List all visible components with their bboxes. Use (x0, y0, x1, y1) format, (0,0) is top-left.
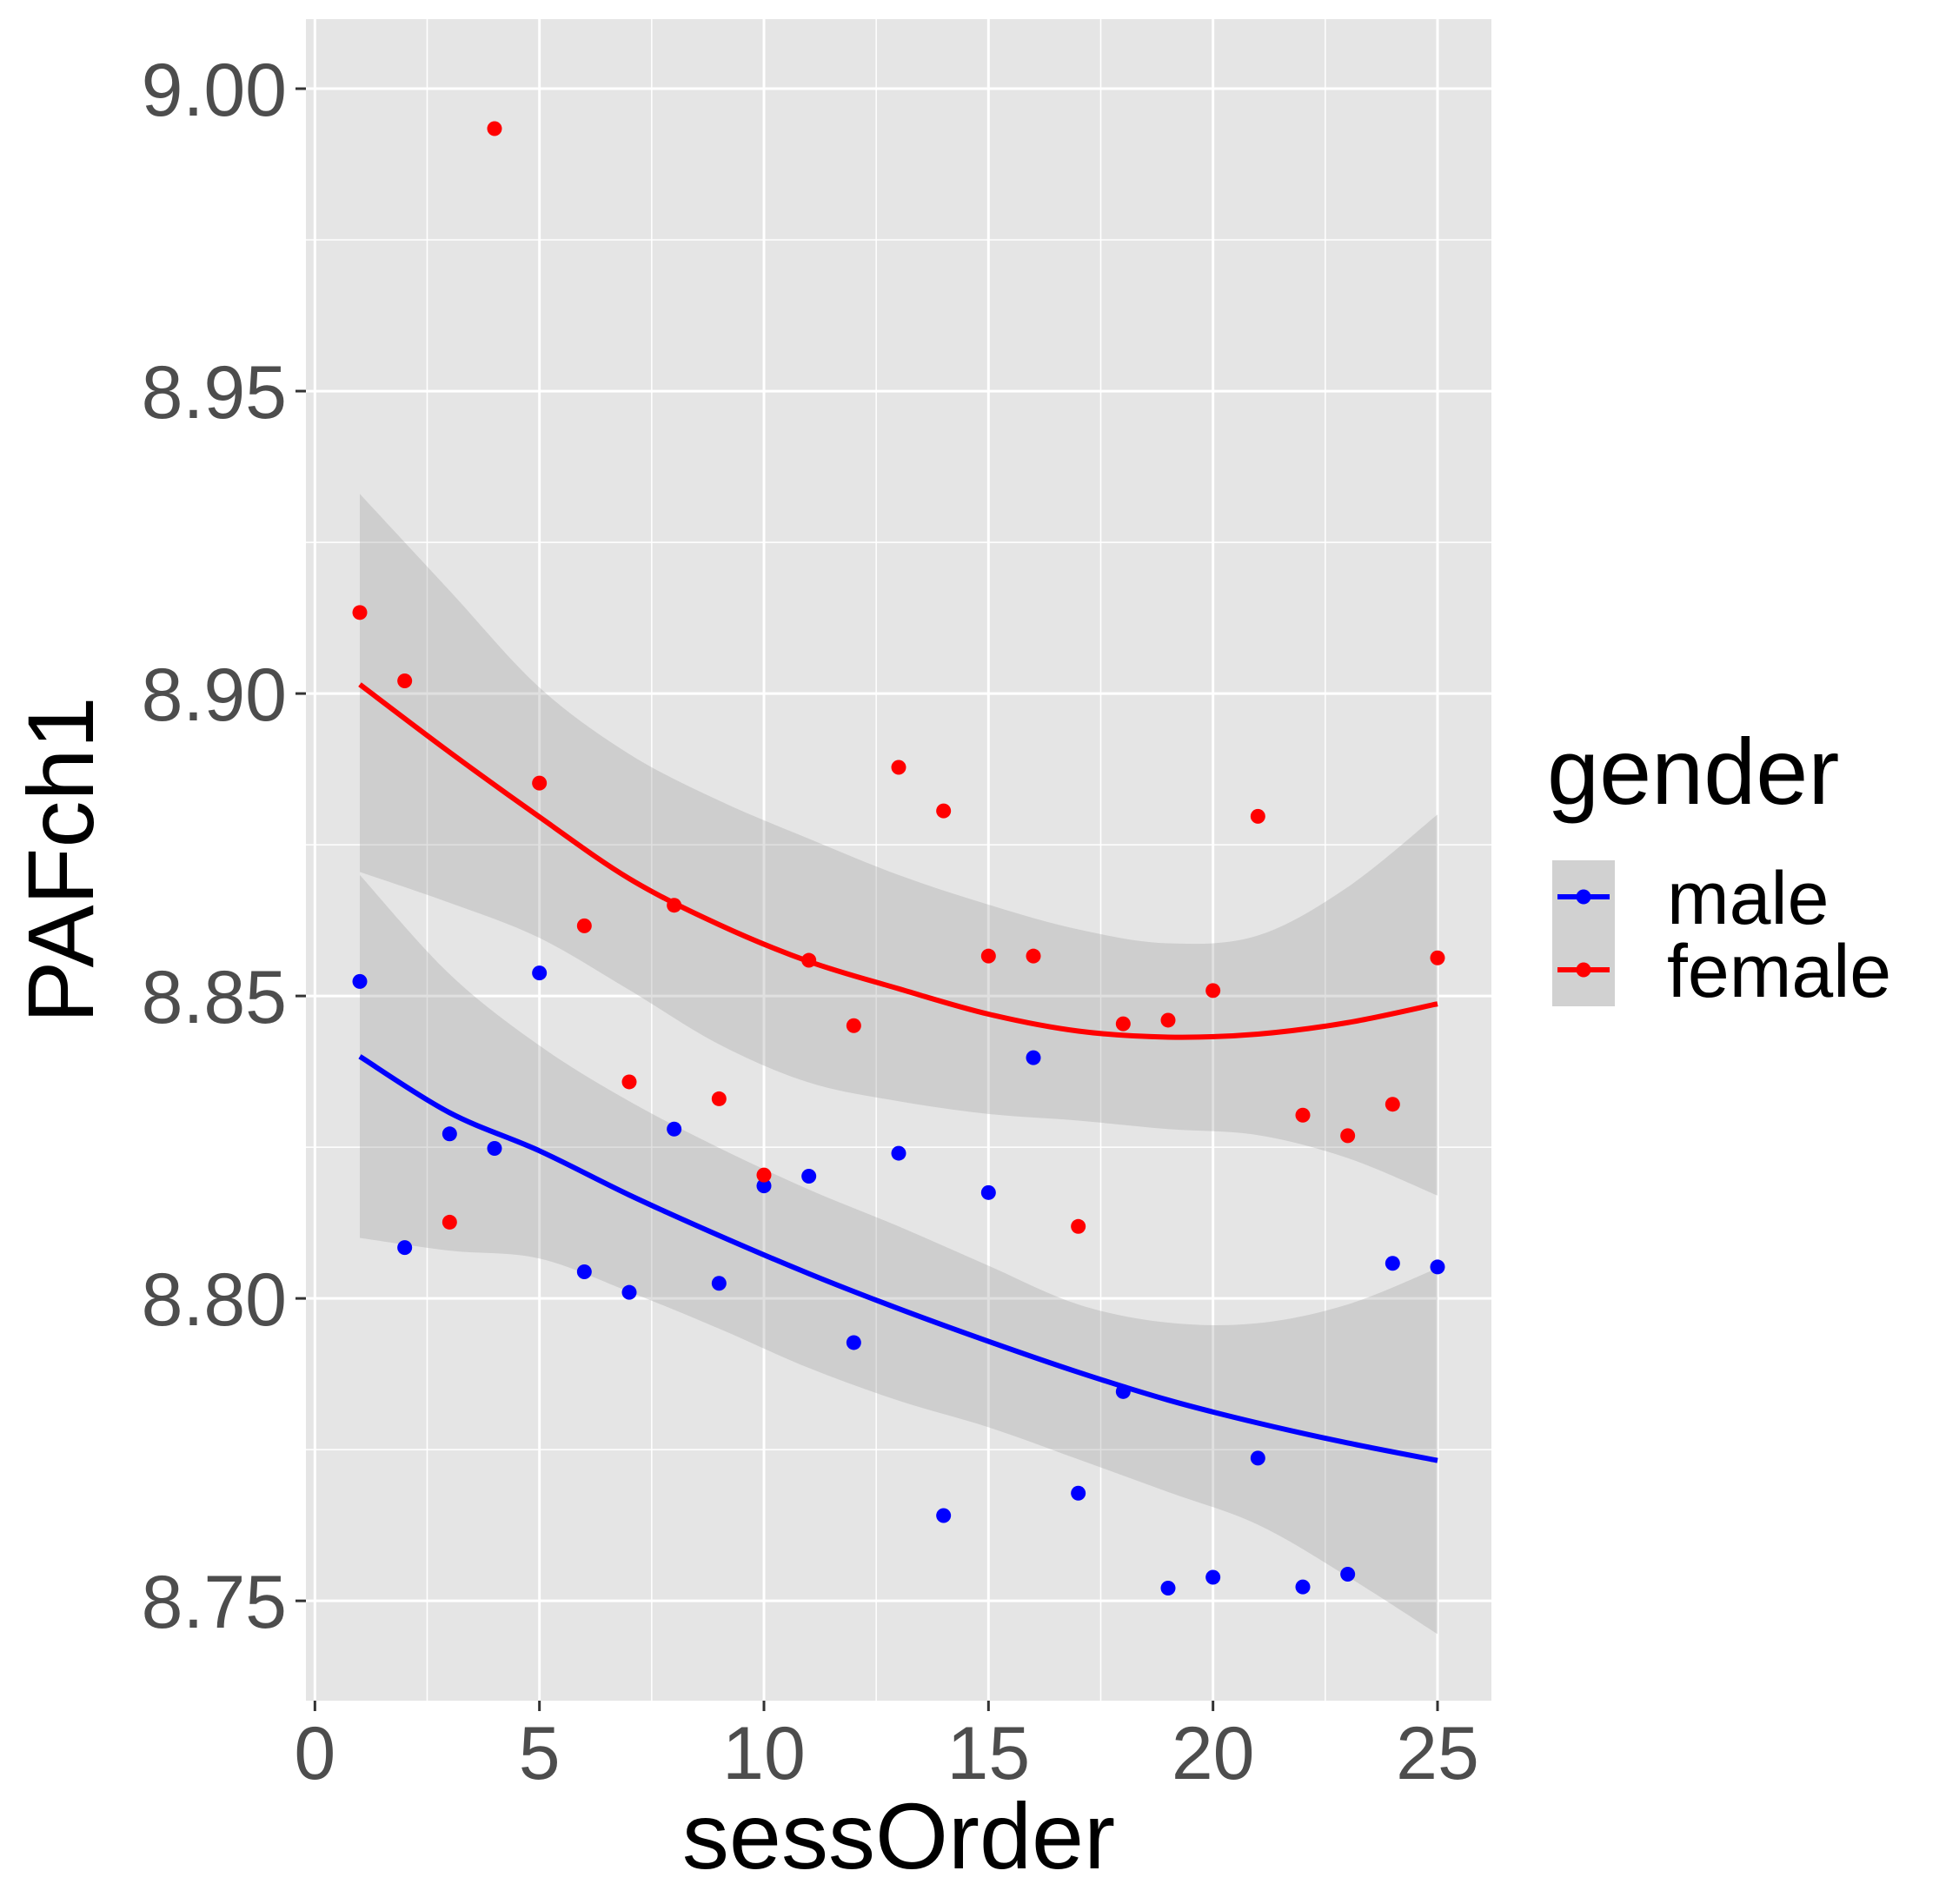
female-point (1430, 950, 1445, 965)
female-point (397, 673, 413, 688)
female-point (1340, 1128, 1356, 1144)
male-point (936, 1508, 952, 1523)
female-point (1385, 1097, 1400, 1112)
male-point (1071, 1485, 1086, 1501)
male-point (756, 1178, 772, 1194)
male-legend-dot (1576, 889, 1591, 905)
female-point (891, 760, 906, 775)
x-tick-label: 5 (519, 1712, 561, 1795)
y-axis-title: PAFch1 (8, 696, 113, 1023)
female-point (980, 948, 996, 964)
major-gridlines (306, 19, 1491, 1701)
female-point (1250, 808, 1265, 824)
x-tick-label: 15 (946, 1712, 1030, 1795)
x-tick-label: 20 (1172, 1712, 1255, 1795)
male-point (980, 1184, 996, 1200)
female-point (936, 803, 952, 819)
female-point (532, 775, 548, 791)
male-confidence-band (360, 874, 1438, 1635)
male-point (667, 1121, 682, 1137)
female-legend-dot (1576, 962, 1591, 978)
male-point (576, 1264, 592, 1280)
female-point (1160, 1012, 1176, 1028)
female-fit-line (358, 682, 1438, 1040)
female-point (1295, 1107, 1311, 1123)
male-point (1385, 1256, 1400, 1271)
female-point (756, 1167, 772, 1183)
male-point (846, 1335, 861, 1350)
male-point (801, 1169, 817, 1184)
plot-panel (306, 19, 1491, 1701)
male-point (1115, 1383, 1131, 1399)
male-point (532, 965, 548, 981)
x-tick-label: 10 (722, 1712, 806, 1795)
male-point (891, 1145, 906, 1161)
female-legend-label: female (1667, 930, 1891, 1013)
y-tick-label: 8.85 (142, 956, 287, 1039)
y-tick-label: 8.75 (142, 1561, 287, 1644)
male-point (621, 1284, 637, 1300)
male-legend-label: male (1667, 857, 1829, 940)
data-points (352, 121, 1445, 1596)
y-tick-label: 8.95 (142, 351, 287, 435)
male-point (711, 1276, 727, 1291)
female-point (442, 1214, 457, 1230)
fit-lines (358, 682, 1438, 1463)
female-point (846, 1018, 861, 1033)
female-point (487, 121, 502, 136)
male-point (1205, 1569, 1221, 1585)
male-point (1250, 1450, 1265, 1466)
y-tick-label: 9.00 (142, 49, 287, 132)
x-axis-title: sessOrder (682, 1783, 1115, 1888)
male-point (442, 1126, 457, 1142)
male-point (1340, 1567, 1356, 1582)
female-point (352, 605, 368, 620)
x-tick-label: 0 (294, 1712, 335, 1795)
male-fit-line (358, 1054, 1438, 1463)
male-point (1295, 1579, 1311, 1595)
female-point (801, 952, 817, 968)
y-tick-label: 8.90 (142, 653, 287, 737)
legend-title: gender (1547, 719, 1839, 824)
minor-gridlines (306, 19, 1491, 1701)
female-point (1205, 983, 1221, 998)
female-point (667, 898, 682, 913)
x-axis-ticks: 0 5 10 15 20 25 (294, 1701, 1479, 1795)
male-point (1430, 1259, 1445, 1275)
female-point (1071, 1218, 1086, 1234)
female-point (1026, 948, 1041, 964)
male-point (1160, 1581, 1176, 1596)
male-point (487, 1141, 502, 1157)
female-point (1115, 1016, 1131, 1032)
male-point (1026, 1050, 1041, 1065)
y-tick-label: 8.80 (142, 1258, 287, 1342)
x-tick-label: 25 (1396, 1712, 1479, 1795)
female-point (576, 918, 592, 933)
male-point (397, 1240, 413, 1256)
female-point (711, 1091, 727, 1106)
female-point (621, 1074, 637, 1090)
male-point (352, 973, 368, 989)
y-axis-ticks: 8.75 8.80 8.85 8.90 8.95 9.00 (142, 49, 306, 1644)
